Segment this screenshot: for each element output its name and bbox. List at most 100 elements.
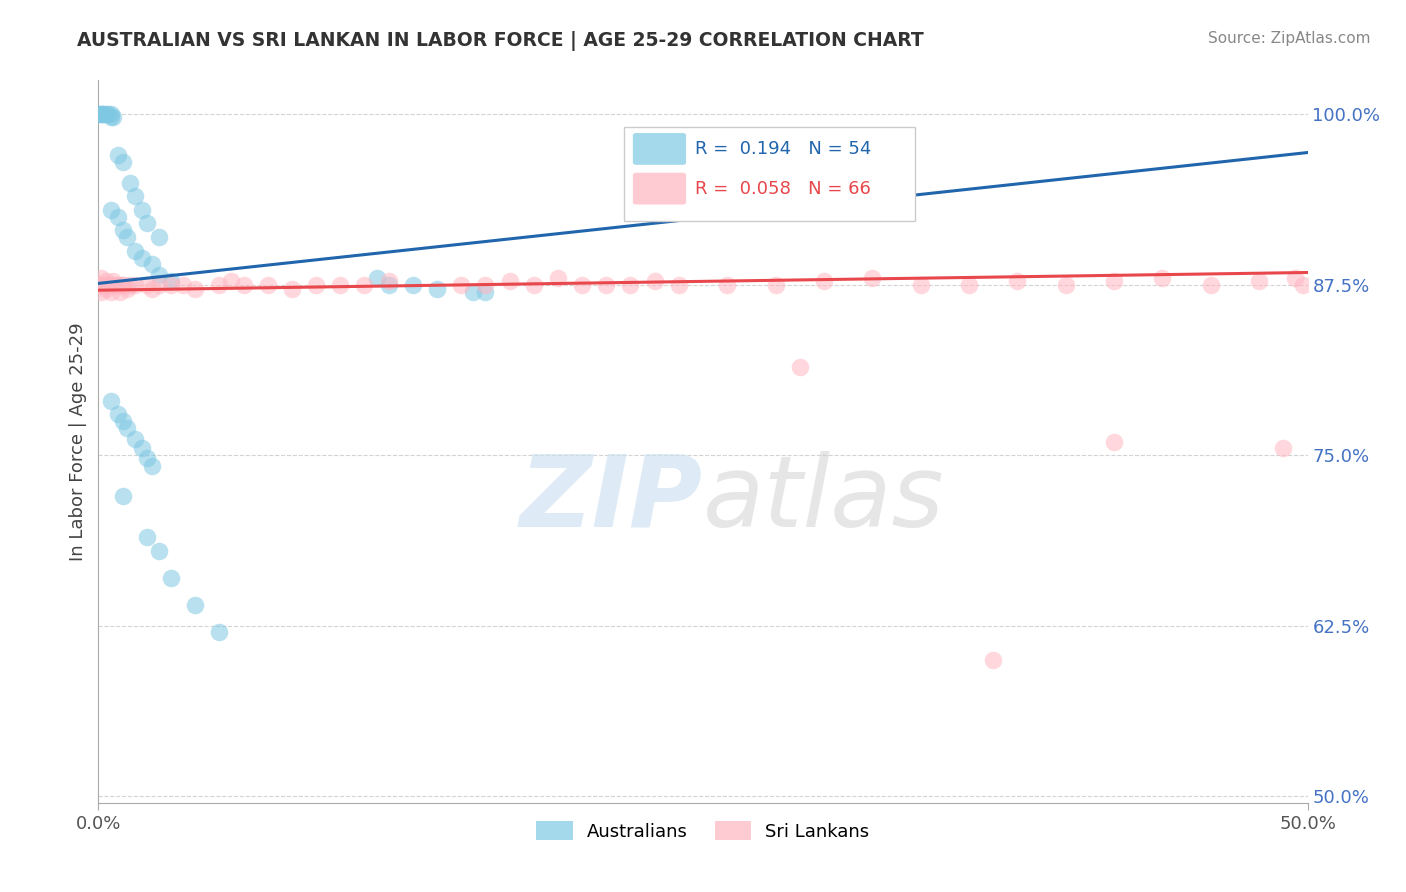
Point: [90, 107, 112, 121]
Point: [450, 277, 472, 292]
Point: [619, 277, 641, 292]
Point: [474, 285, 496, 299]
Point: [97, 277, 120, 292]
Point: [131, 251, 153, 265]
Point: [1054, 277, 1077, 292]
Point: [789, 359, 811, 374]
Point: [124, 189, 146, 203]
Y-axis label: In Labor Force | Age 25-29: In Labor Force | Age 25-29: [69, 322, 87, 561]
Point: [1292, 277, 1315, 292]
Point: [377, 277, 399, 292]
Text: Source: ZipAtlas.com: Source: ZipAtlas.com: [1208, 31, 1371, 46]
Point: [474, 277, 496, 292]
Point: [305, 277, 328, 292]
Point: [107, 148, 129, 162]
Point: [87, 277, 110, 292]
Point: [94, 282, 117, 296]
Point: [329, 277, 352, 292]
Point: [1199, 277, 1222, 292]
Point: [87, 277, 110, 292]
FancyBboxPatch shape: [624, 128, 915, 221]
Point: [141, 282, 163, 296]
Point: [716, 277, 738, 292]
Text: atlas: atlas: [703, 450, 945, 548]
Point: [366, 271, 388, 285]
Point: [160, 274, 183, 288]
Point: [221, 274, 243, 288]
Point: [135, 450, 157, 465]
Point: [281, 282, 304, 296]
Point: [124, 244, 146, 258]
Point: [1272, 442, 1295, 456]
Point: [135, 530, 157, 544]
Point: [141, 459, 163, 474]
Point: [90, 107, 112, 121]
Point: [498, 274, 520, 288]
Point: [111, 414, 134, 428]
Point: [111, 489, 134, 503]
Point: [426, 282, 449, 296]
Point: [160, 571, 183, 585]
Point: [148, 543, 170, 558]
Point: [1284, 271, 1306, 285]
Point: [100, 110, 122, 124]
Point: [97, 107, 120, 121]
Point: [90, 285, 112, 299]
Point: [148, 277, 170, 292]
Text: R =  0.194   N = 54: R = 0.194 N = 54: [695, 140, 870, 158]
Point: [104, 277, 127, 292]
Point: [118, 176, 141, 190]
Point: [101, 274, 124, 288]
Point: [107, 277, 129, 292]
Point: [90, 271, 112, 285]
Point: [571, 277, 593, 292]
Point: [160, 277, 183, 292]
Point: [1249, 274, 1271, 288]
Point: [117, 421, 139, 435]
Point: [208, 625, 231, 640]
Point: [463, 285, 485, 299]
Point: [111, 277, 134, 292]
Point: [107, 210, 129, 224]
Point: [523, 277, 546, 292]
Point: [547, 271, 569, 285]
Point: [860, 271, 883, 285]
Point: [644, 274, 666, 288]
Point: [111, 223, 134, 237]
Point: [94, 274, 117, 288]
Point: [813, 274, 835, 288]
Point: [1152, 271, 1174, 285]
Point: [111, 155, 134, 169]
Point: [100, 285, 122, 299]
Point: [100, 107, 122, 121]
Point: [148, 230, 170, 244]
Point: [668, 277, 690, 292]
Point: [184, 282, 207, 296]
Point: [957, 277, 980, 292]
Point: [124, 432, 146, 446]
Point: [101, 110, 124, 124]
Point: [107, 407, 129, 421]
Point: [117, 282, 139, 296]
Point: [208, 277, 231, 292]
Point: [1102, 434, 1125, 449]
Point: [111, 277, 134, 292]
Point: [1102, 274, 1125, 288]
Point: [91, 277, 114, 292]
Point: [402, 277, 425, 292]
Point: [91, 277, 114, 292]
Text: AUSTRALIAN VS SRI LANKAN IN LABOR FORCE | AGE 25-29 CORRELATION CHART: AUSTRALIAN VS SRI LANKAN IN LABOR FORCE …: [77, 31, 924, 51]
Point: [256, 277, 278, 292]
Point: [135, 216, 157, 230]
Point: [91, 107, 114, 121]
Point: [87, 107, 110, 121]
Point: [765, 277, 787, 292]
Point: [94, 107, 117, 121]
Point: [910, 277, 932, 292]
Point: [377, 274, 399, 288]
Point: [100, 277, 122, 292]
Point: [124, 277, 146, 292]
Text: R =  0.058   N = 66: R = 0.058 N = 66: [695, 179, 870, 198]
Point: [172, 277, 194, 292]
Point: [141, 257, 163, 271]
